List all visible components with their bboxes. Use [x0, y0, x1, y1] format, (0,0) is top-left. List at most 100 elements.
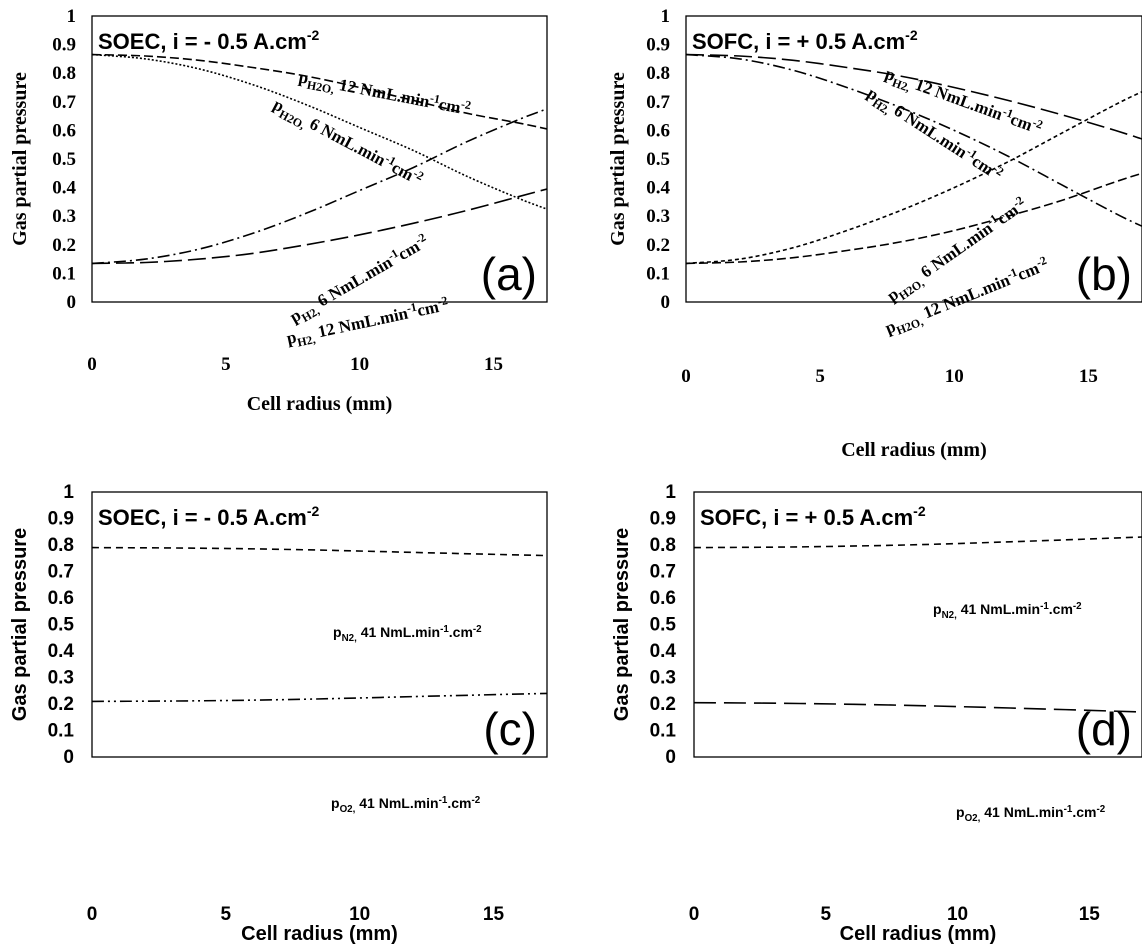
chart-panel-d: 00.10.20.30.40.50.60.70.80.910 5 10 15Cell …: [611, 482, 1142, 945]
x-tick-label: 10: [350, 354, 369, 375]
series-line: [92, 53, 547, 130]
y-tick-label: 0.8: [52, 63, 76, 84]
y-tick-label: 0.4: [650, 641, 677, 662]
series-line: [694, 536, 1142, 549]
y-axis-label: Gas partial pressure: [9, 72, 31, 246]
y-tick-label: 0.5: [52, 149, 76, 170]
x-axis-label: Cell radius (mm): [840, 923, 997, 945]
series-line: [92, 108, 547, 265]
x-axis-label: Cell radius (mm): [241, 923, 398, 945]
series-label-c-o2: pO2, 41 NmL.min-1.cm-2: [331, 795, 481, 815]
plot-frame: [685, 15, 1142, 303]
x-tick-label: 15: [483, 904, 505, 925]
y-tick-label: 0: [63, 747, 74, 768]
series-label-c-n2: pN2, 41 NmL.min-1.cm-2: [333, 624, 482, 644]
x-tick-label: 5: [221, 354, 231, 375]
series-group: [686, 53, 1142, 265]
x-axis-label: Cell radius (mm): [841, 439, 987, 461]
y-tick-label: 0.5: [48, 615, 75, 636]
y-tick-label: 0.6: [48, 588, 74, 609]
chart-title: SOEC, i = - 0.5 A.cm-2: [98, 503, 320, 530]
y-tick-label: 0.2: [650, 694, 676, 715]
panel-label: (b): [1076, 248, 1132, 300]
plot-frame: [91, 15, 548, 303]
x-tick-label: 5: [815, 366, 825, 387]
series-line: [694, 701, 1142, 713]
y-tick-label: 0.2: [646, 235, 670, 256]
series-label-b-h2-12: pH2, 12 NmL.min-1cm-2: [881, 62, 1045, 142]
y-tick-label: 0: [665, 747, 676, 768]
y-tick-label: 0.8: [48, 535, 74, 556]
chart-title: SOFC, i = + 0.5 A.cm-2: [700, 503, 926, 530]
y-axis-label: Gas partial pressure: [9, 528, 31, 721]
series-label-a-h2o-12: pH2O, 12 NmL.min-1cm-2: [297, 65, 473, 123]
y-tick-label: 0.9: [52, 35, 76, 56]
y-tick-label: 0.8: [650, 535, 676, 556]
y-axis-label: Gas partial pressure: [607, 72, 629, 246]
y-tick-label: 1: [63, 482, 74, 503]
y-tick-label: 0.4: [48, 641, 75, 662]
y-tick-label: 0: [67, 292, 77, 313]
y-tick-label: 0.7: [646, 92, 670, 113]
y-tick-label: 0.4: [646, 178, 670, 199]
y-tick-label: 0.9: [650, 509, 676, 530]
y-tick-label: 1: [661, 6, 671, 27]
y-tick-label: 0.6: [646, 120, 670, 141]
series-line: [92, 692, 547, 703]
x-axis-label: Cell radius (mm): [247, 393, 393, 415]
series-line: [92, 53, 547, 210]
panel-label: (c): [483, 703, 537, 755]
y-tick-label: 0.2: [48, 694, 74, 715]
y-tick-label: 0.1: [650, 721, 677, 742]
series-label-a-h2o-6: pH2O, 6 NmL.min-1cm-2: [268, 93, 426, 193]
y-tick-label: 0.3: [52, 206, 76, 227]
series-group: [92, 546, 547, 703]
y-tick-label: 0.1: [646, 263, 670, 284]
plot-frame: [91, 491, 548, 758]
y-tick-label: 0.7: [48, 562, 74, 583]
y-tick-label: 0.6: [650, 588, 676, 609]
y-tick-label: 1: [67, 6, 77, 27]
plot-frame: [693, 491, 1142, 758]
chart-panel-b: 00.10.20.30.40.50.60.70.80.910 5 10 15Cell …: [607, 6, 1142, 461]
x-tick-label: 5: [820, 904, 831, 925]
x-tick-label: 5: [221, 904, 232, 925]
x-tick-label: 0: [689, 904, 700, 925]
y-tick-label: 0.5: [646, 149, 670, 170]
y-tick-label: 0.3: [650, 668, 676, 689]
y-tick-label: 0.3: [48, 668, 74, 689]
series-label-d-n2: pN2, 41 NmL.min-1.cm-2: [933, 601, 1082, 621]
series-line: [92, 188, 547, 265]
y-axis-label: Gas partial pressure: [611, 528, 633, 721]
series-group: [92, 53, 547, 265]
chart-title: SOEC, i = - 0.5 A.cm-2: [98, 27, 320, 54]
chart-title: SOFC, i = + 0.5 A.cm-2: [692, 27, 918, 54]
y-tick-label: 0.7: [52, 92, 76, 113]
series-line: [686, 172, 1142, 265]
series-line: [686, 53, 1142, 140]
series-label-d-o2: pO2, 41 NmL.min-1.cm-2: [956, 804, 1106, 824]
y-tick-label: 0.6: [52, 120, 76, 141]
x-tick-label: 10: [947, 904, 968, 925]
series-line: [92, 546, 547, 557]
series-line: [686, 53, 1142, 227]
series-group: [694, 536, 1142, 713]
y-tick-label: 0.9: [48, 509, 74, 530]
x-tick-label: 15: [484, 354, 503, 375]
y-tick-label: 0.1: [48, 721, 75, 742]
panel-label: (a): [481, 248, 537, 300]
x-tick-label: 15: [1079, 366, 1098, 387]
x-tick-label: 0: [87, 354, 97, 375]
x-tick-label: 10: [945, 366, 964, 387]
y-tick-label: 0.1: [52, 263, 76, 284]
x-tick-label: 10: [349, 904, 370, 925]
y-tick-label: 1: [665, 482, 676, 503]
y-tick-label: 0.2: [52, 235, 76, 256]
y-tick-label: 0.7: [650, 562, 676, 583]
chart-panel-a: 00.10.20.30.40.50.60.70.80.910 5 10 15Cell …: [9, 6, 548, 415]
x-tick-label: 15: [1079, 904, 1101, 925]
chart-panel-c: 00.10.20.30.40.50.60.70.80.910 5 10 15Cell …: [9, 482, 548, 945]
y-tick-label: 0: [661, 292, 671, 313]
y-tick-label: 0.9: [646, 35, 670, 56]
